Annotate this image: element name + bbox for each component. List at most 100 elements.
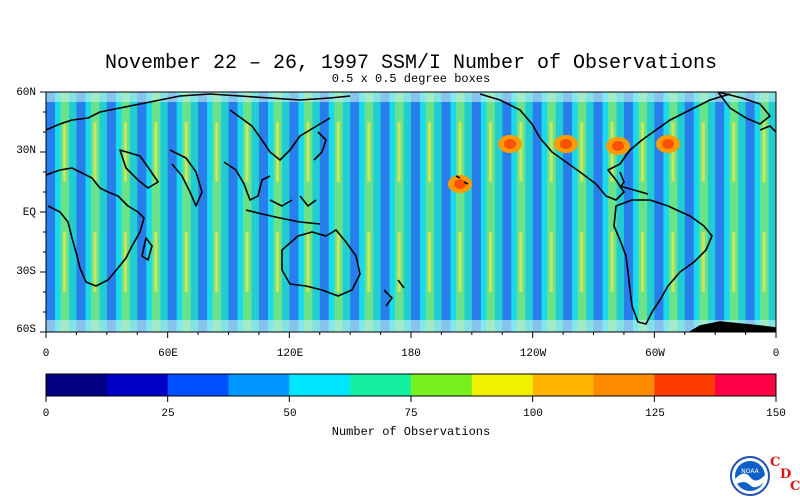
- swath-band-peak: [610, 232, 614, 292]
- new-zealand-coastline: [383, 279, 405, 307]
- swath-band-low: [76, 92, 86, 332]
- swath-band-high: [273, 92, 283, 332]
- swath-band-low: [289, 92, 299, 332]
- swath-band-edge: [464, 92, 472, 332]
- lon-label-0-end: 0: [772, 348, 780, 360]
- swath-band-low: [532, 92, 542, 332]
- swath-band-high: [334, 92, 343, 332]
- swath-band-edge: [312, 92, 320, 332]
- high-count-spot-core: [560, 139, 572, 149]
- swath-band-mid: [237, 92, 244, 332]
- swath-band-high: [121, 92, 130, 332]
- swath-band-low: [350, 92, 360, 332]
- polar-strip-south: [46, 320, 776, 332]
- lat-label-eq: EQ: [22, 207, 36, 219]
- swath-band-low: [258, 92, 269, 332]
- swath-band-peak: [336, 232, 340, 292]
- swath-band-mid: [328, 92, 335, 332]
- india-coastline: [169, 149, 203, 207]
- swath-band-mid: [298, 92, 304, 332]
- swath-band-edge: [525, 92, 533, 332]
- high-count-spot-core: [454, 179, 466, 189]
- lat-label-30s: 30S: [16, 266, 36, 278]
- swath-band-high: [182, 92, 191, 332]
- swath-band-low: [46, 92, 56, 332]
- swath-band-peak: [732, 122, 736, 182]
- swath-band-high: [729, 92, 739, 332]
- swath-band-edge: [768, 92, 776, 332]
- noaa-cdc-logo: NOAA C D C: [728, 455, 800, 497]
- svg-text:NOAA: NOAA: [741, 468, 759, 475]
- swath-band-peak: [154, 232, 158, 292]
- swath-band-high: [243, 92, 252, 332]
- swath-band-low: [167, 92, 177, 332]
- swath-band-edge: [616, 92, 624, 332]
- map-subtitle: 0.5 x 0.5 degree boxes: [331, 72, 491, 86]
- swath-band-mid: [176, 92, 183, 332]
- lon-label-0: 0: [42, 348, 50, 360]
- colorbar-tick-100: 100: [523, 408, 543, 420]
- swath-band-mid: [450, 92, 457, 332]
- lon-label-180: 180: [401, 348, 421, 360]
- swath-band-edge: [738, 92, 746, 332]
- swath-band-low: [715, 92, 725, 332]
- longitude-ticks: [45, 332, 777, 338]
- hawaii-islands: [455, 175, 469, 185]
- swath-band-peak: [245, 232, 249, 292]
- swath-band-high: [303, 92, 313, 332]
- colorbar-swatch: [532, 374, 594, 396]
- swath-band-peak: [488, 122, 492, 182]
- swath-band-edge: [373, 92, 381, 332]
- colorbar-tick-150: 150: [766, 408, 786, 420]
- landmasses: [46, 92, 776, 332]
- swath-band-edge: [190, 92, 199, 332]
- swath-band-edge: [69, 92, 77, 332]
- swath-band-mid: [480, 92, 487, 332]
- swath-band-edge: [221, 92, 229, 332]
- swath-band-peak: [367, 232, 371, 292]
- swath-band-peak: [580, 232, 584, 292]
- swath-band-mid: [572, 92, 578, 332]
- cdc-letter-d: D: [780, 467, 792, 482]
- colorbar-tick-75: 75: [404, 408, 418, 420]
- swath-band-low: [106, 92, 116, 332]
- swath-band-edge: [434, 92, 442, 332]
- swath-band-peak: [671, 232, 675, 292]
- swath-band-high: [91, 92, 100, 332]
- swath-band-low: [471, 92, 481, 332]
- swath-band-peak: [245, 122, 249, 182]
- swath-band-peak: [367, 122, 371, 182]
- cdc-letter-c1: C: [770, 455, 781, 470]
- swath-band-mid: [268, 92, 274, 332]
- swath-band-edge: [99, 92, 107, 332]
- swath-band-low: [198, 92, 208, 332]
- swath-band-high: [668, 92, 678, 332]
- colorbar: [45, 373, 777, 402]
- swath-band-high: [577, 92, 587, 332]
- colorbar-swatch: [715, 374, 777, 396]
- madagascar-coastline: [141, 237, 153, 261]
- map-title: November 22 – 26, 1997 SSM/I Number of O…: [104, 52, 718, 75]
- swath-band-high: [395, 92, 404, 332]
- swath-band-edge: [555, 92, 564, 332]
- high-count-spot-core: [504, 139, 516, 149]
- swath-band-peak: [762, 232, 766, 292]
- colorbar-swatch: [654, 374, 716, 396]
- swath-band-low: [502, 92, 512, 332]
- swath-band-low: [380, 92, 390, 332]
- swath-band-edge: [342, 92, 351, 332]
- high-count-spots: [448, 135, 680, 193]
- colorbar-swatch: [46, 374, 108, 396]
- lon-label-60e: 60E: [158, 348, 178, 360]
- swath-band-high: [212, 92, 222, 332]
- south-america-coastline: [613, 199, 713, 325]
- swath-band-peak: [701, 232, 705, 292]
- swath-band-mid: [359, 92, 365, 332]
- colorbar-swatch: [350, 374, 412, 396]
- europe-east-coastline: [759, 125, 776, 133]
- swath-band-peak: [93, 232, 97, 292]
- lat-label-60s: 60S: [16, 324, 36, 336]
- cuba-coastline: [619, 185, 649, 195]
- swath-band-edge: [494, 92, 503, 332]
- africa-coastline: [46, 167, 145, 287]
